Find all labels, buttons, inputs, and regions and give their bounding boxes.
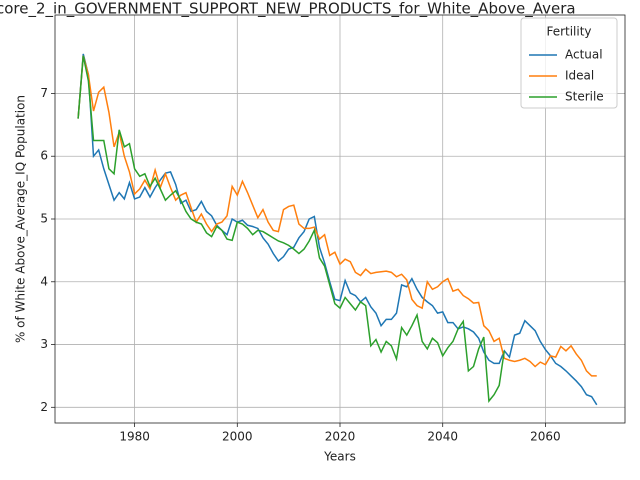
y-tick-label: 7 xyxy=(40,86,48,100)
plot-frame xyxy=(54,14,626,424)
legend-title: Fertility xyxy=(546,25,591,39)
legend-box xyxy=(520,17,618,109)
line-series xyxy=(77,53,598,406)
x-tick-label: 2000 xyxy=(222,430,253,444)
legend-label: Ideal xyxy=(565,69,594,83)
x-axis-label: Years xyxy=(323,450,356,464)
y-tick-label: 2 xyxy=(40,400,48,414)
legend-label: Actual xyxy=(565,48,603,62)
y-tick-label: 6 xyxy=(40,149,48,163)
line-series xyxy=(77,55,597,377)
y-axis-label: % of White Above_Average_IQ Population xyxy=(14,95,28,343)
line-series xyxy=(77,55,506,403)
x-tick-label: 2060 xyxy=(530,430,561,444)
legend-label: Sterile xyxy=(565,90,604,104)
x-tick-label: 1980 xyxy=(119,430,150,444)
x-tick-label: 2040 xyxy=(427,430,458,444)
y-tick-label: 3 xyxy=(40,337,48,351)
x-tick-label: 2020 xyxy=(325,430,356,444)
y-tick-label: 5 xyxy=(40,212,48,226)
y-tick-label: 4 xyxy=(40,274,48,288)
chart-title: core_2_in_GOVERNMENT_SUPPORT_NEW_PRODUCT… xyxy=(0,0,576,19)
